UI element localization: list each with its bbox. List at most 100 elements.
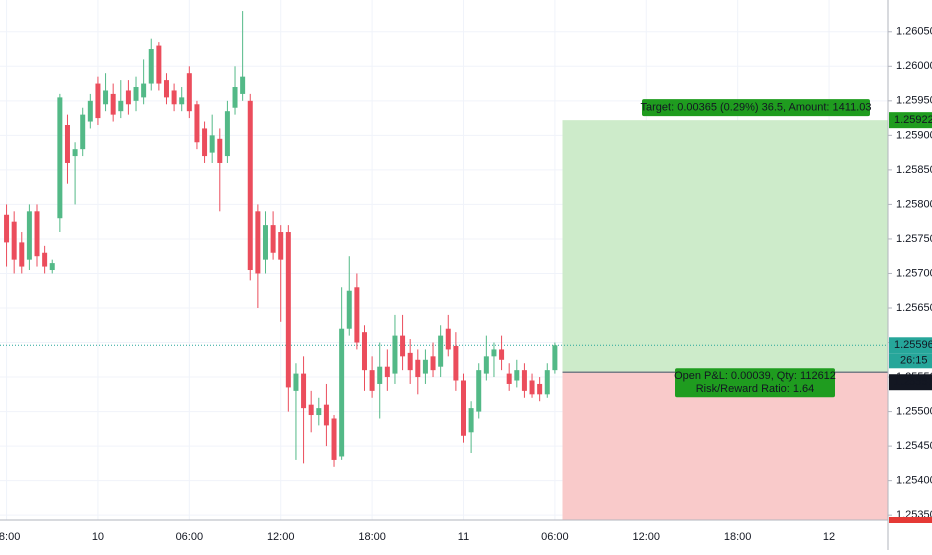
candle-body (415, 359, 421, 378)
candle-body (476, 370, 482, 412)
candle-body (460, 380, 466, 436)
candle-body (308, 404, 314, 416)
y-tick-label: 1.25400 (896, 475, 932, 487)
countdown-label: 26:15 (900, 355, 928, 367)
candle-body (103, 90, 109, 105)
y-tick-label: 1.25950 (896, 95, 932, 107)
last-price-label-box (889, 337, 932, 354)
candle-body (552, 345, 558, 371)
target-label-box (642, 99, 870, 117)
candle-body (369, 370, 375, 391)
candle-body (537, 383, 543, 395)
candle-body (270, 225, 276, 253)
candle-body (331, 418, 337, 460)
y-tick-label: 1.25450 (896, 440, 932, 452)
pnl-label-box (675, 368, 835, 398)
candle-body (445, 328, 451, 350)
candle-body (42, 252, 48, 267)
candle-body (301, 373, 307, 409)
pnl-label: Open P&L: 0.00039, Qty: 112612 (674, 370, 836, 382)
y-tick-label: 1.25650 (896, 302, 932, 314)
stop-marker (889, 517, 932, 523)
countdown-box (889, 353, 932, 369)
y-tick-label: 1.25850 (896, 164, 932, 176)
candle-body (186, 73, 192, 112)
plot-area (0, 0, 888, 520)
candle-body (57, 97, 63, 219)
candle-body (11, 221, 17, 260)
candle-body (148, 49, 154, 84)
candle-body (179, 97, 185, 105)
target-label: Target: 0.00365 (0.29%) 36.5, Amount: 14… (641, 102, 872, 114)
y-tick-label: 1.25900 (896, 129, 932, 141)
candle-body (392, 335, 398, 374)
candle-body (407, 352, 413, 371)
y-tick-label: 1.26050 (896, 26, 932, 38)
profit-zone (562, 120, 888, 373)
candle-body (384, 366, 390, 378)
y-tick-label: 1.25700 (896, 267, 932, 279)
candle-body (293, 373, 299, 391)
y-tick-label: 1.26000 (896, 60, 932, 72)
candle-body (544, 370, 550, 395)
candle-body (141, 83, 147, 98)
candle-body (202, 128, 208, 157)
x-tick-label: 12:00 (633, 531, 661, 543)
y-tick-label: 1.25750 (896, 233, 932, 245)
candle-body (26, 211, 32, 260)
candle-body (506, 373, 512, 384)
last-price-label: 1.25596 (894, 339, 932, 351)
candle-body (354, 287, 360, 343)
candle-body (110, 93, 116, 115)
x-tick-label: 18:00 (0, 531, 20, 543)
x-tick-label: 18:00 (358, 531, 386, 543)
candle-body (247, 100, 253, 271)
candle-body (285, 232, 291, 388)
rr-label: Risk/Reward Ratio: 1.64 (696, 383, 815, 395)
target-price-label-box (889, 112, 932, 129)
candle-body (72, 149, 78, 157)
y-tick-label: 1.25500 (896, 405, 932, 417)
candle-body (438, 335, 444, 367)
candle-body (209, 135, 215, 153)
candle-body (156, 45, 162, 84)
x-tick-label: 12 (823, 531, 835, 543)
candle-body (194, 104, 200, 143)
candle-body (491, 349, 497, 357)
entry-price-label-box (889, 374, 932, 391)
candle-body (171, 90, 177, 105)
candle-body (453, 345, 459, 381)
candle-body (521, 370, 527, 391)
entry-price-label: 1.25557 (894, 376, 932, 388)
candle-body (163, 80, 169, 98)
candle-body (430, 356, 436, 371)
candle-body (19, 242, 25, 267)
candle-body (377, 366, 383, 384)
candle-body (34, 211, 40, 257)
candle-body (529, 380, 535, 395)
candle-body (240, 76, 246, 94)
candle-body (400, 335, 406, 357)
x-tick-label: 11 (458, 531, 469, 543)
candle-body (87, 100, 93, 122)
candle-body (64, 124, 70, 163)
target-price-label: 1.25922 (894, 114, 932, 126)
candle-body (483, 356, 489, 374)
candle-body (255, 211, 261, 274)
candle-body (125, 90, 131, 105)
candle-body (80, 114, 86, 150)
candle-body (346, 290, 352, 329)
x-tick-label: 06:00 (541, 531, 569, 543)
candle-body (339, 328, 345, 457)
candle-body (217, 138, 223, 163)
y-tick-label: 1.25800 (896, 198, 932, 210)
candle-body (323, 404, 329, 426)
candle-body (95, 83, 101, 119)
candle-body (514, 370, 520, 381)
candle-body (361, 332, 367, 371)
x-tick-label: 06:00 (176, 531, 204, 543)
candle-body (133, 87, 139, 101)
candle-body (262, 225, 268, 260)
candle-body (4, 214, 10, 243)
